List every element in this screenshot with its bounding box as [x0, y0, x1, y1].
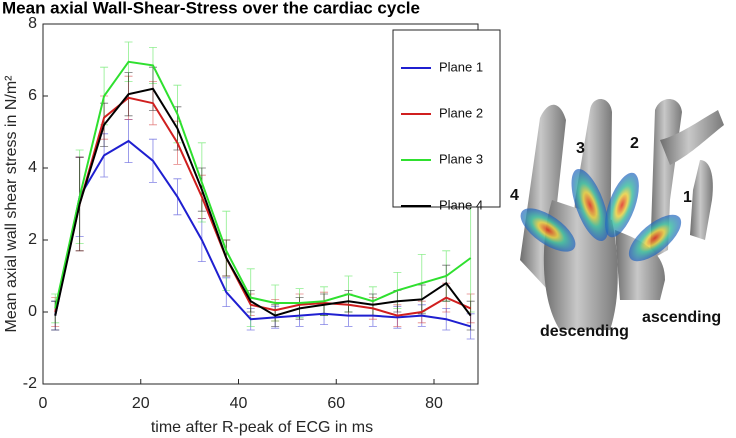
- error-bar: [466, 300, 475, 331]
- x-tick-label: 40: [230, 395, 248, 412]
- vessel-label: descending: [540, 323, 629, 340]
- x-tick-label: 80: [425, 395, 443, 412]
- series-line: [54, 139, 471, 328]
- series-line: [54, 60, 472, 309]
- y-tick-label: 4: [28, 159, 37, 176]
- legend-label: Plane 4: [439, 197, 483, 212]
- legend-box: [392, 29, 501, 208]
- legend-label: Plane 1: [439, 59, 483, 74]
- plane-number: 1: [683, 189, 692, 206]
- x-tick-label: 0: [39, 395, 48, 412]
- legend-label: Plane 2: [439, 105, 483, 120]
- y-tick-label: 6: [28, 87, 37, 104]
- vessel-render: [520, 98, 724, 330]
- y-tick-label: -2: [23, 375, 37, 392]
- plane-number: 2: [630, 135, 639, 152]
- x-tick-label: 60: [327, 395, 345, 412]
- y-axis-label: Mean axial wall shear stress in N/m²: [3, 75, 20, 333]
- vessel-label: ascending: [642, 309, 721, 326]
- x-axis-label: time after R-peak of ECG in ms: [151, 419, 373, 436]
- plane-number: 4: [510, 187, 519, 204]
- y-tick-label: 2: [28, 231, 37, 248]
- y-tick-label: 8: [28, 15, 37, 32]
- legend-label: Plane 3: [439, 151, 483, 166]
- series-line: [54, 87, 472, 317]
- y-tick-label: 0: [28, 303, 37, 320]
- x-tick-label: 20: [132, 395, 150, 412]
- chart-title: Mean axial Wall-Shear-Stress over the ca…: [2, 0, 420, 17]
- plane-number: 3: [576, 140, 585, 157]
